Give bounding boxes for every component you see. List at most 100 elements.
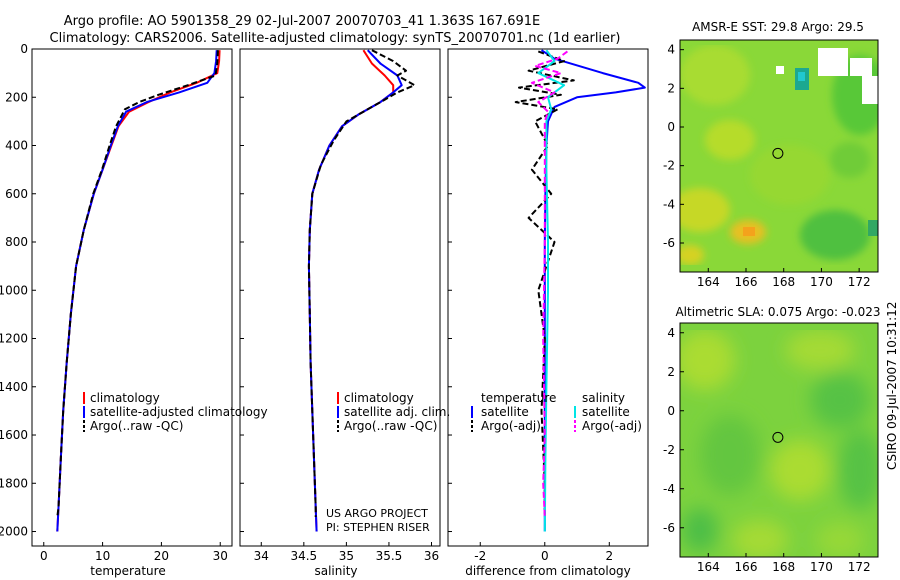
temperature-ytick-label: 2000 bbox=[0, 525, 28, 539]
project-note-line1: US ARGO PROJECT bbox=[326, 507, 428, 520]
sla-map-xtick-label: 172 bbox=[848, 560, 871, 574]
temperature-ytick-label: 0 bbox=[20, 42, 28, 56]
sla-map-ytick-label: 0 bbox=[667, 404, 675, 418]
salinity-series-argo bbox=[307, 49, 416, 517]
sst-map-xtick-label: 172 bbox=[848, 275, 871, 289]
temperature-ytick-label: 1200 bbox=[0, 332, 28, 346]
legend-temperature-title: temperature bbox=[481, 391, 556, 405]
project-note-line2: PI: STEPHEN RISER bbox=[326, 521, 430, 534]
sst-map-frame bbox=[679, 39, 879, 273]
sla-map-ytick-label: 4 bbox=[667, 326, 675, 340]
sst-warm-patch bbox=[743, 227, 755, 236]
difference-plot: -2 0 2 bbox=[448, 48, 646, 563]
sst-cool-patch bbox=[868, 220, 878, 236]
sst-map-ytick-label: -2 bbox=[663, 159, 675, 173]
sst-map-ytick-label: 0 bbox=[667, 120, 675, 134]
sst-cool-patch-center bbox=[798, 72, 805, 81]
salinity-xtick-label: 35.5 bbox=[376, 549, 403, 563]
sst-map-axes: 164 166 168 170 172 -6 -4 -2 0 2 4 bbox=[663, 43, 871, 289]
difference-xlabel: difference from climatology bbox=[465, 564, 631, 578]
sst-map-xtick-label: 166 bbox=[735, 275, 758, 289]
legend-salinity-title: salinity bbox=[582, 391, 625, 405]
sst-no-data-patch bbox=[776, 66, 784, 74]
figure-title-line1: Argo profile: AO 5901358_29 02-Jul-2007 … bbox=[64, 14, 541, 29]
difference-xtick-label: -2 bbox=[474, 549, 486, 563]
salinity-series-satellite bbox=[307, 49, 403, 532]
salinity-xtick-label: 35 bbox=[339, 549, 354, 563]
sla-map-ytick-label: -2 bbox=[663, 443, 675, 457]
difference-legend: temperature satellite Argo(-adj) salinit… bbox=[471, 391, 642, 433]
legend-argo-label: Argo(..raw -QC) bbox=[90, 419, 183, 433]
sst-map-field bbox=[680, 45, 878, 265]
salinity-panel: 34 34.5 35 35.5 36 climatology satellite adj… bbox=[239, 48, 450, 578]
csiro-timestamp: CSIRO 09-Jul-2007 10:31:12 bbox=[885, 302, 899, 470]
temperature-series-group bbox=[56, 50, 221, 532]
difference-panel: -2 0 2 temperature satellite Argo(-adj) sa… bbox=[447, 48, 649, 578]
sla-map-xtick-label: 166 bbox=[735, 560, 758, 574]
sst-no-data-patch bbox=[862, 76, 878, 104]
sst-map-xtick-label: 164 bbox=[697, 275, 720, 289]
temperature-legend: climatology satellite-adjusted climatolo… bbox=[83, 391, 268, 433]
temperature-ytick-label: 1400 bbox=[0, 380, 28, 394]
difference-xtick-label: 2 bbox=[605, 549, 613, 563]
legend-temp-satellite-label: satellite bbox=[481, 405, 529, 419]
temperature-ytick-label: 400 bbox=[5, 139, 28, 153]
sst-map-title: AMSR-E SST: 29.8 Argo: 29.5 bbox=[692, 20, 864, 34]
sla-map-xtick-label: 164 bbox=[697, 560, 720, 574]
sla-map-frame bbox=[679, 322, 879, 558]
legend-sal-satellite-label: satellite bbox=[582, 405, 630, 419]
salinity-series-group bbox=[307, 49, 416, 532]
temperature-xtick-label: 10 bbox=[95, 549, 110, 563]
temperature-ytick-label: 1800 bbox=[0, 476, 28, 490]
salinity-xtick-label: 34.5 bbox=[290, 549, 317, 563]
temperature-ytick-label: 600 bbox=[5, 187, 28, 201]
difference-series-temperature-argo bbox=[514, 50, 575, 517]
legend-climatology-label: climatology bbox=[90, 391, 160, 405]
salinity-legend: climatology satellite adj. clim. Argo(..… bbox=[337, 391, 450, 433]
temperature-xtick-label: 0 bbox=[40, 549, 48, 563]
sla-map-ytick-label: 2 bbox=[667, 365, 675, 379]
difference-axes-frame bbox=[447, 48, 649, 547]
sla-map-panel: Altimetric SLA: 0.075 Argo: -0.023 164 16… bbox=[663, 305, 881, 574]
sla-map-title: Altimetric SLA: 0.075 Argo: -0.023 bbox=[675, 305, 880, 319]
sla-map-xtick-label: 170 bbox=[810, 560, 833, 574]
legend-argo-label: Argo(..raw -QC) bbox=[344, 419, 437, 433]
sst-map-ytick-label: 4 bbox=[667, 43, 675, 57]
sla-float-location-marker bbox=[772, 431, 784, 443]
temperature-plot: 0 10 20 30 0 200 400 600 800 1000 1200 1400 1600 1800… bbox=[0, 42, 228, 563]
sst-map-ytick-label: -4 bbox=[663, 197, 675, 211]
salinity-series-climatology bbox=[307, 49, 395, 532]
salinity-plot: 34 34.5 35 35.5 36 bbox=[240, 48, 439, 563]
temperature-axes-frame bbox=[31, 48, 233, 547]
temperature-xtick-label: 30 bbox=[213, 549, 228, 563]
temperature-panel: 0 10 20 30 0 200 400 600 800 1000 1200 1400 1600 1800… bbox=[0, 42, 268, 578]
sst-no-data-patch bbox=[818, 48, 848, 76]
temperature-ytick-label: 1000 bbox=[0, 283, 28, 297]
sst-map-ytick-label: -6 bbox=[663, 236, 675, 250]
sla-map-xtick-label: 168 bbox=[772, 560, 795, 574]
temperature-series-climatology bbox=[56, 50, 221, 532]
sst-float-location-marker bbox=[772, 147, 784, 159]
salinity-xtick-label: 34 bbox=[254, 549, 269, 563]
legend-satellite-label: satellite-adjusted climatology bbox=[90, 405, 268, 419]
sst-map-xtick-label: 170 bbox=[810, 275, 833, 289]
figure-title-line2: Climatology: CARS2006. Satellite-adjuste… bbox=[50, 31, 621, 46]
salinity-xlabel: salinity bbox=[314, 564, 357, 578]
salinity-xtick-label: 36 bbox=[424, 549, 439, 563]
sla-map-axes: 164 166 168 170 172 -6 -4 -2 0 2 4 bbox=[663, 326, 871, 574]
difference-series-salinity-argo bbox=[530, 50, 569, 518]
sla-map-field bbox=[680, 330, 878, 557]
legend-temp-argo-label: Argo(-adj) bbox=[481, 419, 541, 433]
salinity-axes-frame bbox=[239, 48, 441, 547]
temperature-series-satellite bbox=[56, 50, 218, 532]
sst-map-xtick-label: 168 bbox=[772, 275, 795, 289]
temperature-series-argo bbox=[56, 50, 219, 518]
legend-satellite-label: satellite adj. clim. bbox=[344, 405, 450, 419]
sst-map-ytick-label: 2 bbox=[667, 81, 675, 95]
temperature-xtick-label: 20 bbox=[154, 549, 169, 563]
difference-series-temperature-satellite bbox=[540, 49, 646, 532]
legend-sal-argo-label: Argo(-adj) bbox=[582, 419, 642, 433]
difference-series-group bbox=[514, 49, 646, 532]
temperature-ytick-label: 200 bbox=[5, 90, 28, 104]
